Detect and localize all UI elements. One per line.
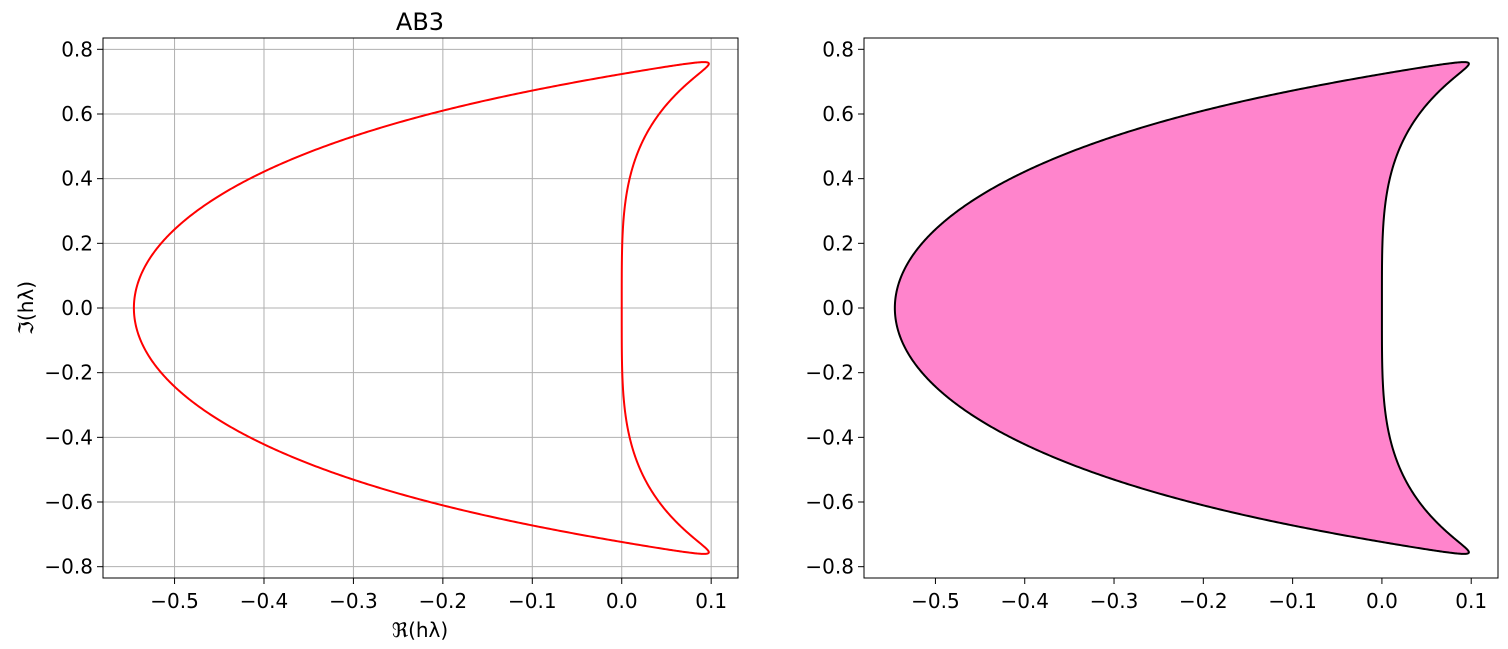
left-x-tick-label: 0.0 [606,589,638,613]
left-y-tick-label: −0.8 [44,555,93,579]
right-x-axis: −0.5 −0.4 −0.3 −0.2 −0.1 0.0 0.1 [911,578,1487,613]
left-y-tick-label: 0.4 [61,167,93,191]
left-y-tick-label: 0.2 [61,231,93,255]
right-x-tick-label: 0.1 [1455,589,1487,613]
left-x-tick-label: 0.1 [695,589,727,613]
right-y-tick-label: 0.4 [822,167,854,191]
left-x-axis: −0.5 −0.4 −0.3 −0.2 −0.1 0.0 0.1 [150,578,727,613]
right-y-tick-label: −0.4 [805,425,854,449]
right-x-tick-label: 0.0 [1366,589,1398,613]
left-x-tick-label: −0.3 [329,589,378,613]
left-y-tick-label: −0.6 [44,490,93,514]
right-y-tick-label: −0.6 [805,490,854,514]
stability-boundary-line [132,61,710,555]
left-y-tick-label: 0.8 [61,37,93,61]
left-y-axis: −0.8 −0.6 −0.4 −0.2 0.0 0.2 0.4 0.6 0.8 [44,37,103,579]
left-chart: AB3 −0.5 −0.4 −0.3 −0.2 −0.1 0.0 0.1 −0.8−0.6−… [14,8,739,642]
right-y-tick-label: −0.2 [805,361,854,385]
right-x-tick-label: −0.1 [1268,589,1317,613]
left-y-axis-title: ℑ(hλ) [14,281,38,335]
right-x-tick-label: −0.2 [1179,589,1228,613]
right-y-tick-label: −0.8 [805,555,854,579]
left-x-axis-title: ℜ(hλ) [392,618,448,642]
left-x-tick-label: −0.1 [508,589,557,613]
right-y-axis: −0.8 −0.6 −0.4 −0.2 0.0 0.2 0.4 0.6 0.8 [805,37,864,579]
right-y-tick-label: 0.8 [822,37,854,61]
right-x-tick-label: −0.4 [1000,589,1049,613]
left-y-tick-label: −0.4 [44,425,93,449]
left-x-tick-label: −0.5 [150,589,199,613]
left-y-tick-label: 0.0 [61,296,93,320]
right-y-tick-label: 0.0 [822,296,854,320]
right-y-tick-label: 0.6 [822,102,854,126]
right-series [893,61,1470,555]
stability-region-fill [893,61,1470,555]
left-series [132,61,710,555]
left-grid [103,38,738,578]
right-x-tick-label: −0.3 [1090,589,1139,613]
right-chart: −0.5 −0.4 −0.3 −0.2 −0.1 0.0 0.1 −0.8−0.6−0.4−… [805,37,1499,613]
left-x-tick-label: −0.4 [240,589,289,613]
right-y-tick-label: 0.2 [822,231,854,255]
left-chart-title: AB3 [396,8,444,36]
left-x-tick-label: −0.2 [419,589,468,613]
left-y-tick-label: 0.6 [61,102,93,126]
right-x-tick-label: −0.5 [911,589,960,613]
left-y-tick-label: −0.2 [44,361,93,385]
